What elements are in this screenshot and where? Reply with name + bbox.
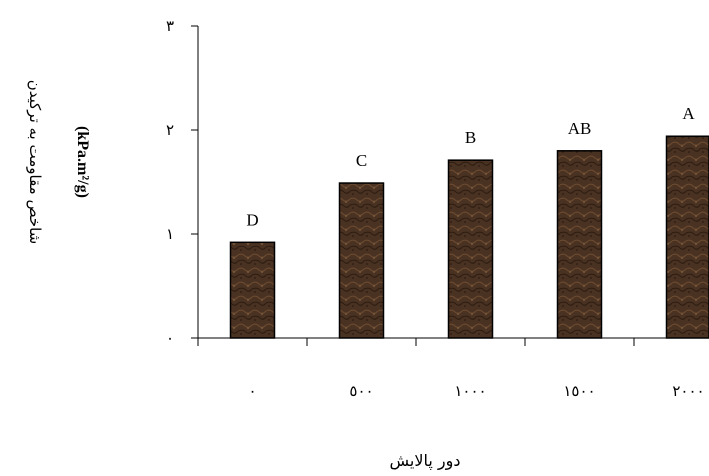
bars	[229, 135, 709, 339]
bar	[229, 241, 276, 339]
x-tick-label: ٠	[248, 382, 256, 400]
y-tick-label: ٠	[166, 329, 174, 347]
group-letter: D	[246, 210, 258, 229]
group-letter: B	[465, 128, 476, 147]
group-letter: AB	[568, 119, 592, 138]
x-ticks: ٠ ٥٠٠ ١٠٠٠ ١٥٠٠ ٢٠٠٠	[197, 338, 705, 400]
bar	[556, 150, 603, 339]
x-tick-label: ٢٠٠٠	[672, 382, 704, 400]
x-tick-label: ١٠٠٠	[454, 382, 486, 400]
y-axis-label: شاخص مقاومت به ترکیدن	[26, 80, 44, 245]
bar	[338, 182, 385, 339]
group-letter: A	[682, 104, 695, 123]
y-tick-label: ٢	[166, 121, 174, 139]
group-letters: D C B AB A	[246, 104, 695, 229]
x-tick-label: ١٥٠٠	[563, 382, 595, 400]
x-axis-label: دور پالایش	[390, 451, 461, 471]
y-axis-unit: (kPa.m²/g)	[74, 126, 91, 198]
group-letter: C	[356, 151, 367, 170]
y-tick-label: ٣	[166, 17, 174, 35]
y-tick-label: ١	[166, 225, 174, 243]
bar	[447, 159, 494, 339]
bar	[665, 135, 709, 339]
y-ticks: ٠ ١ ٢ ٣	[166, 17, 198, 347]
x-tick-label: ٥٠٠	[349, 382, 373, 400]
